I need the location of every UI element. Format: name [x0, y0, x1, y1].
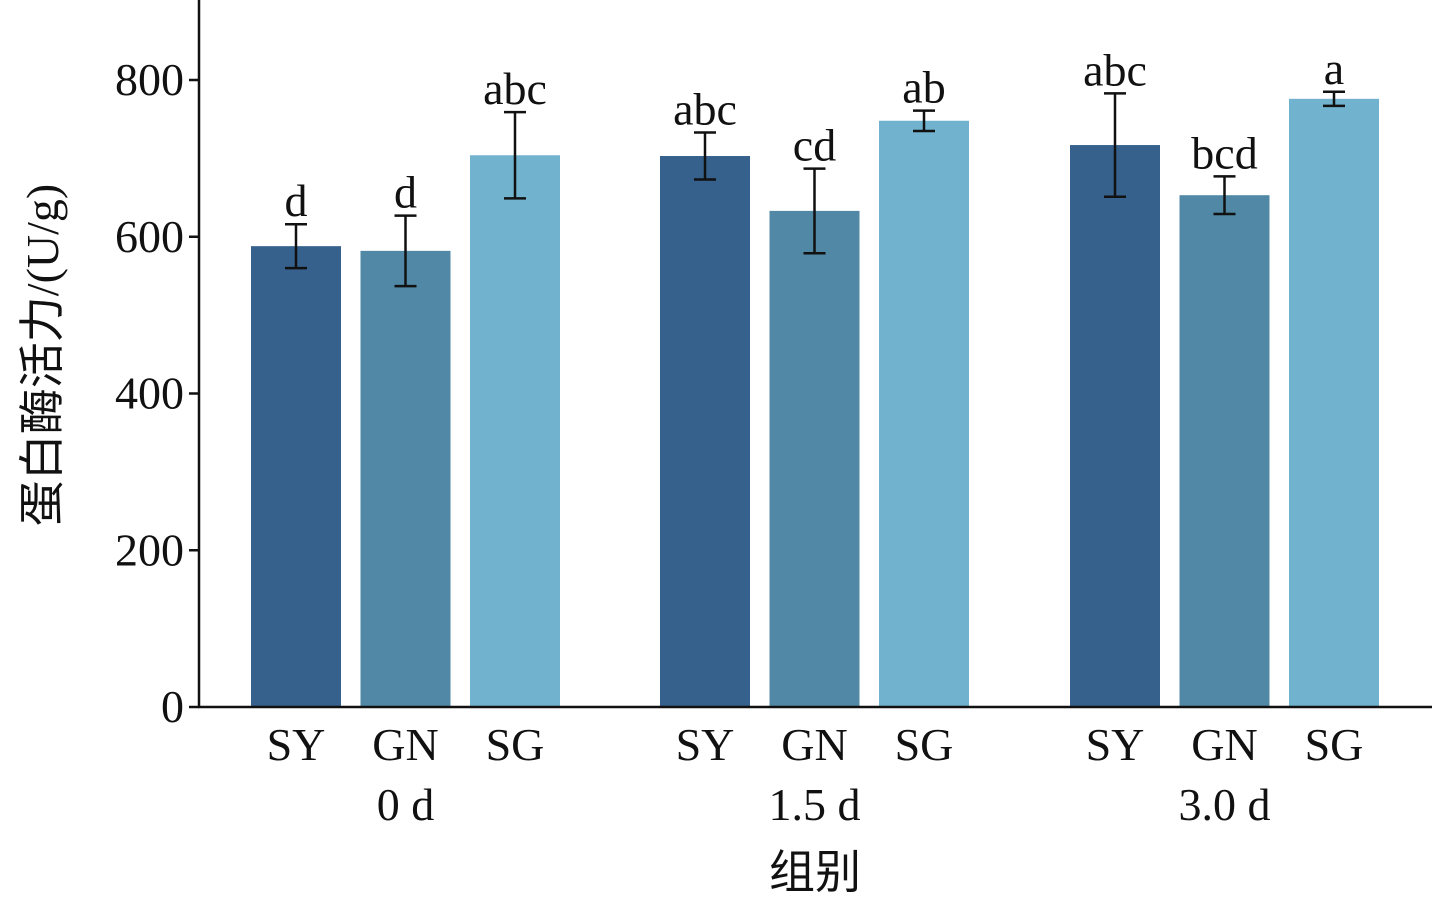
group-label: 3.0 d: [1179, 779, 1271, 830]
significance-label: d: [394, 167, 417, 218]
significance-label: cd: [793, 120, 836, 171]
y-tick-label: 200: [115, 524, 184, 575]
bar-gn: [769, 210, 860, 708]
significance-label: bcd: [1191, 127, 1257, 178]
y-tick-label: 600: [115, 211, 184, 262]
x-tick-label: SG: [895, 719, 954, 770]
x-tick-label: SY: [676, 719, 735, 770]
x-tick-label: GN: [781, 719, 847, 770]
x-axis-label: 组别: [769, 847, 861, 898]
x-tick-label: SG: [1305, 719, 1364, 770]
x-tick-label: SY: [267, 719, 326, 770]
x-tick-label: SG: [486, 719, 545, 770]
bar-sg: [470, 155, 560, 708]
significance-label: abc: [1083, 44, 1147, 95]
group-label: 1.5 d: [769, 779, 861, 830]
x-tick-label: SY: [1086, 719, 1145, 770]
bar-sg: [879, 120, 969, 707]
bar-sy: [1070, 145, 1160, 707]
bar-gn: [360, 250, 451, 708]
y-axis-label: 蛋白酶活力/(U/g): [17, 184, 68, 526]
bar-sy: [251, 246, 341, 707]
bar-sy: [660, 156, 750, 707]
significance-label: abc: [673, 84, 737, 135]
bar-gn: [1179, 195, 1270, 707]
x-tick-label: GN: [372, 719, 438, 770]
significance-label: d: [285, 175, 308, 226]
y-ticks: 0 200 400 600 800: [115, 54, 199, 732]
y-tick-label: 400: [115, 368, 184, 419]
y-tick-label: 0: [161, 681, 184, 732]
significance-label: a: [1324, 43, 1344, 94]
significance-label: ab: [902, 62, 945, 113]
x-tick-label: GN: [1191, 719, 1257, 770]
significance-label: abc: [483, 63, 547, 114]
bar-sg: [1289, 98, 1379, 707]
group-label: 0 d: [377, 779, 435, 830]
y-tick-label: 800: [115, 54, 184, 105]
x-ticks: SY GN SG 0 d SY GN SG 1.5 d SY GN SG 3.0 d: [267, 719, 1364, 830]
